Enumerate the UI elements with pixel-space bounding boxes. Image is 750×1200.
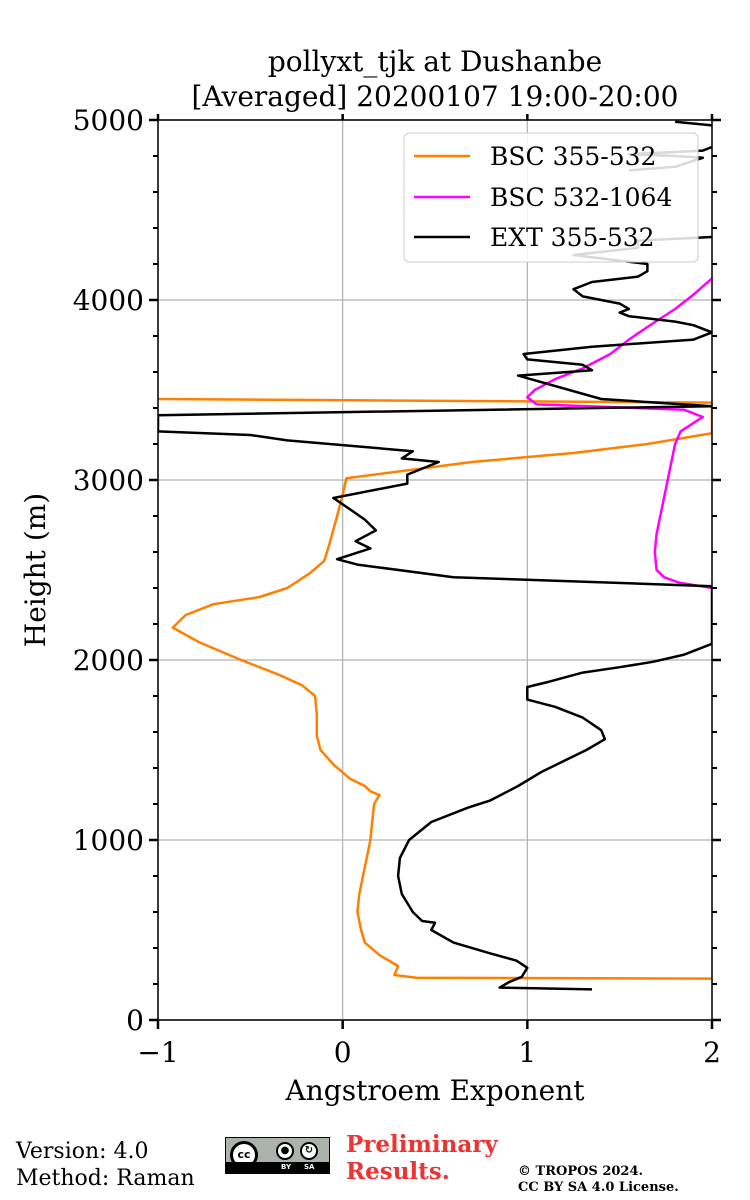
series-line-ext-355-532-top — [674, 120, 712, 127]
version-text: Version: 4.0 — [16, 1139, 149, 1164]
chart-subtitle: [Averaged] 20200107 19:00-20:00 — [192, 80, 679, 113]
share-alike-icon: ↻ — [300, 1142, 318, 1160]
legend-box — [403, 132, 699, 263]
x-tick-label: 0 — [334, 1036, 352, 1069]
y-tick-label: 1000 — [73, 824, 144, 857]
badge-by-label: BY — [281, 1163, 292, 1171]
badge-bar — [226, 1162, 329, 1173]
legend-label-bsc-532-1064: BSC 532-1064 — [490, 183, 672, 212]
badge-sa-label: SA — [304, 1163, 315, 1171]
plot-frame — [157, 119, 713, 1021]
legend-label-ext-355-532: EXT 355-532 — [490, 223, 655, 252]
y-tick-label: 0 — [126, 1004, 144, 1037]
y-tick-label: 2000 — [73, 644, 144, 677]
x-axis-label: Angstroem Exponent — [285, 1074, 586, 1107]
series-line-ext-355-532 — [158, 235, 712, 991]
method-text: Method: Raman — [16, 1166, 195, 1191]
legend-label-bsc-355-532: BSC 355-532 — [490, 142, 656, 171]
copyright-line2: CC BY SA 4.0 License. — [518, 1180, 679, 1195]
series-line-bsc-532-1064 — [526, 277, 712, 590]
x-tick-label: −1 — [137, 1036, 178, 1069]
y-tick-label: 5000 — [73, 104, 144, 137]
y-axis-label: Height (m) — [19, 493, 52, 647]
series-line-bsc-355-532 — [158, 397, 712, 980]
y-tick-label: 3000 — [73, 464, 144, 497]
x-tick-label: 2 — [703, 1036, 721, 1069]
chart-title: pollyxt_tjk at Dushanbe — [268, 45, 602, 78]
cc-by-sa-license-badge: cc ● ↻ BY SA — [225, 1137, 330, 1174]
attribution-icon: ● — [276, 1142, 294, 1160]
x-tick-label: 1 — [518, 1036, 536, 1069]
y-tick-label: 4000 — [73, 284, 144, 317]
legend: BSC 355-532 BSC 532-1064 EXT 355-532 — [403, 132, 699, 263]
preliminary-results-line2: Results. — [346, 1158, 450, 1185]
preliminary-results-line1: Preliminary — [346, 1131, 498, 1158]
copyright-line1: © TROPOS 2024. — [518, 1164, 644, 1179]
